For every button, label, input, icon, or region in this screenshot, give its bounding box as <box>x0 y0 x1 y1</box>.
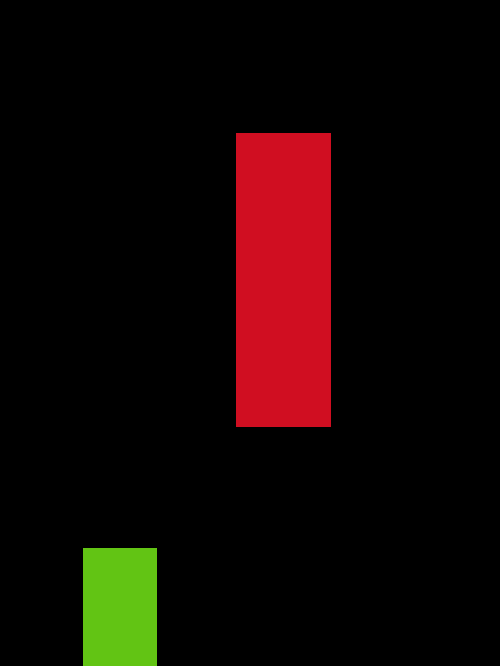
chart-canvas <box>0 0 500 666</box>
bar-1 <box>83 548 157 666</box>
bar-2 <box>236 133 331 427</box>
